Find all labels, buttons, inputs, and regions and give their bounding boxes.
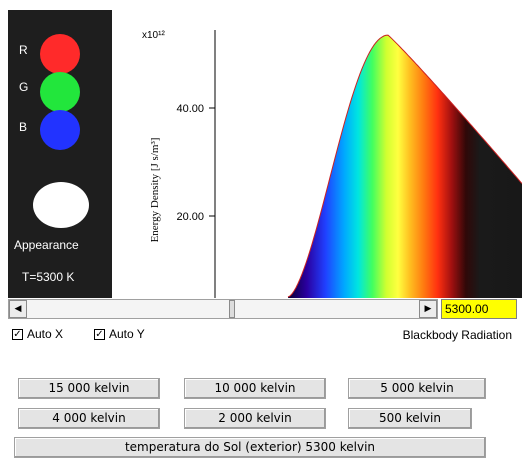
y-tick-label-40: 40.00 [176, 103, 204, 115]
preset-15000-button[interactable]: 15 000 kelvin [18, 378, 160, 399]
auto-x-checkbox[interactable]: ✓ Auto X [12, 327, 63, 341]
scroll-right-arrow[interactable]: ▶ [419, 300, 437, 318]
y-axis-label: Energy Density [J s/m³] [149, 138, 161, 243]
preset-4000-button[interactable]: 4 000 kelvin [18, 408, 160, 429]
chart-title-label: Blackbody Radiation [402, 328, 512, 342]
temperature-slider[interactable]: ◀ ▶ [8, 299, 438, 319]
auto-y-check-box[interactable]: ✓ [94, 328, 105, 340]
color-panel: R G B Appearance T=5300 K [8, 10, 112, 298]
blackbody-chart: x10¹² 40.00 20.00 Energy Density [J s/m³… [112, 0, 522, 298]
scroll-left-arrow[interactable]: ◀ [9, 300, 27, 318]
red-swatch [40, 34, 80, 74]
options-row: ✓ Auto X ✓ Auto Y Blackbody Radiation [8, 323, 518, 347]
preset-10000-button[interactable]: 10 000 kelvin [184, 378, 326, 399]
auto-y-label: Auto Y [109, 327, 145, 341]
blue-swatch [40, 110, 80, 150]
preset-500-button[interactable]: 500 kelvin [348, 408, 472, 429]
temperature-label: T=5300 K [22, 270, 75, 284]
preset-5000-button[interactable]: 5 000 kelvin [348, 378, 486, 399]
green-swatch [40, 72, 80, 112]
auto-y-checkbox[interactable]: ✓ Auto Y [94, 327, 145, 341]
energy-curve [287, 34, 522, 298]
chart-svg: x10¹² 40.00 20.00 Energy Density [J s/m³… [142, 30, 522, 298]
y-tick-label-20: 20.00 [176, 211, 204, 223]
r-label: R [19, 43, 28, 57]
y-multiplier: x10¹² [142, 30, 165, 41]
appearance-swatch [33, 182, 89, 228]
temperature-input[interactable]: 5300.00 [441, 299, 517, 319]
preset-2000-button[interactable]: 2 000 kelvin [184, 408, 326, 429]
auto-x-label: Auto X [27, 327, 64, 341]
g-label: G [19, 80, 29, 94]
appearance-label: Appearance [14, 238, 79, 252]
b-label: B [19, 120, 28, 134]
slider-thumb[interactable] [228, 300, 235, 318]
sun-temperature-button[interactable]: temperatura do Sol (exterior) 5300 kelvi… [14, 437, 486, 458]
spectrum-fill [288, 35, 522, 298]
auto-x-check-box[interactable]: ✓ [12, 328, 23, 340]
